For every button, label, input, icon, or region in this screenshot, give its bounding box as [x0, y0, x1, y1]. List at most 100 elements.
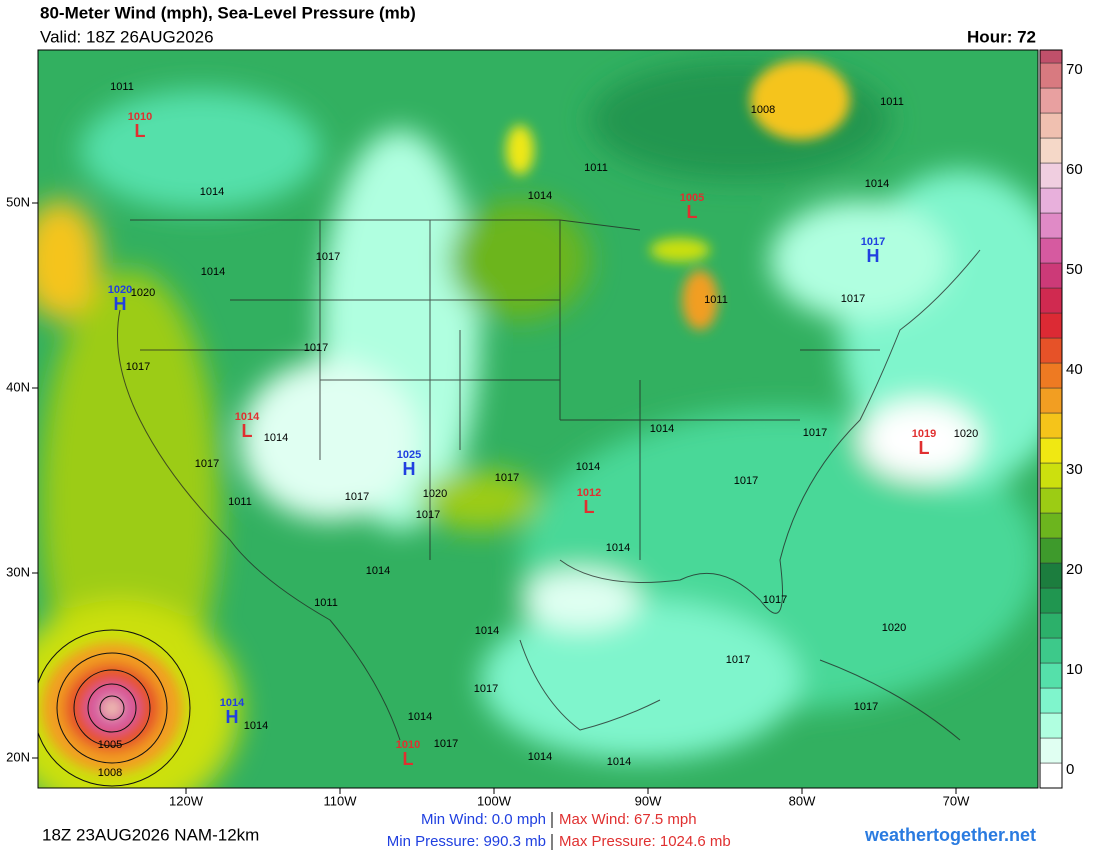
isobar-label: 1017 — [195, 458, 219, 470]
pressure-center-value: 1010 — [396, 739, 420, 751]
colorbar-swatch — [1039, 562, 1063, 589]
colorbar-swatch — [1039, 312, 1063, 339]
isobar-label: 1020 — [882, 622, 906, 634]
isobar-label: 1017 — [841, 293, 865, 305]
colorbar-swatch — [1039, 662, 1063, 689]
pressure-center-letter: L — [687, 202, 698, 222]
max-pressure: Max Pressure: 1024.6 mb — [559, 833, 731, 850]
colorbar-swatch — [1039, 337, 1063, 364]
colorbar-swatch — [1039, 212, 1063, 239]
isobar-label: 1011 — [228, 496, 252, 508]
colorbar-tick-label: 60 — [1066, 161, 1083, 178]
pressure-center-value: 1020 — [108, 284, 132, 296]
isobar-label: 1014 — [650, 423, 674, 435]
forecast-hour: Hour: 72 — [967, 27, 1036, 46]
colorbar-swatch — [1039, 112, 1063, 139]
longitude-label: 100W — [477, 793, 512, 808]
isobar-label: 1011 — [110, 81, 134, 93]
pressure-center-value: 1019 — [912, 428, 936, 440]
isobar-label: 1017 — [434, 738, 458, 750]
isobar-label: 1011 — [880, 96, 904, 108]
pressure-center-letter: H — [403, 459, 416, 479]
isobar-label: 1017 — [726, 654, 750, 666]
isobar-label: 1017 — [854, 701, 878, 713]
pressure-center-value: 1005 — [680, 192, 704, 204]
colorbar-swatch — [1039, 687, 1063, 714]
colorbar-swatch — [1039, 637, 1063, 664]
isobar-label: 1014 — [606, 542, 630, 554]
site-name: weathertogether.net — [864, 825, 1036, 845]
latitude-label: 40N — [6, 379, 30, 394]
borders — [117, 219, 981, 741]
colorbar-swatch — [1039, 362, 1063, 389]
isobar-label: 1020 — [131, 287, 155, 299]
colorbar-swatch — [1039, 237, 1063, 264]
isobar-label: 1014 — [528, 190, 552, 202]
min-pressure: Min Pressure: 990.3 mb — [387, 833, 546, 850]
isobar-label: 1020 — [423, 488, 447, 500]
colorbar-swatch — [1039, 187, 1063, 214]
isobar-label: 1014 — [244, 720, 268, 732]
isobar-label: 1005 — [98, 739, 122, 751]
colorbar-tick-label: 70 — [1066, 61, 1083, 78]
colorbar-swatch — [1039, 612, 1063, 639]
colorbar-swatch — [1039, 587, 1063, 614]
colorbar: 0 10 20 30 40 50 60 70 — [1039, 49, 1083, 789]
longitude-label: 80W — [789, 793, 816, 808]
colorbar-swatch — [1039, 537, 1063, 564]
colorbar-swatch — [1039, 437, 1063, 464]
isobar-label: 1017 — [763, 594, 787, 606]
isobar-label: 1008 — [751, 104, 775, 116]
latitude-label: 50N — [6, 194, 30, 209]
colorbar-swatch — [1039, 62, 1063, 89]
min-wind: Min Wind: 0.0 mph — [421, 811, 546, 828]
longitude-label: 90W — [635, 793, 662, 808]
isobar-label: 1014 — [528, 751, 552, 763]
isobar-label: 1014 — [200, 186, 224, 198]
colorbar-tick-label: 40 — [1066, 361, 1083, 378]
isobar-label: 1020 — [954, 428, 978, 440]
isobar-label: 1011 — [314, 597, 338, 609]
colorbar-swatch — [1039, 737, 1063, 764]
colorbar-swatch — [1039, 762, 1063, 789]
colorbar-swatch — [1039, 49, 1063, 64]
isobar-label: 1014 — [607, 756, 631, 768]
isobar-label: 1014 — [408, 711, 432, 723]
strong-wind-shading — [42, 60, 850, 773]
colorbar-swatch — [1039, 487, 1063, 514]
isobar-label: 1017 — [803, 427, 827, 439]
isobar-label: 1014 — [865, 178, 889, 190]
isobar-label: 1017 — [345, 491, 369, 503]
colorbar-tick-label: 20 — [1066, 561, 1083, 578]
isobar-label: 1014 — [475, 625, 499, 637]
colorbar-tick-label: 50 — [1066, 261, 1083, 278]
pressure-center-value: 1014 — [220, 697, 245, 709]
isobar-label: 1017 — [416, 509, 440, 521]
longitude-label: 110W — [324, 793, 358, 808]
hurricane-isobars — [38, 629, 191, 787]
colorbar-swatch — [1039, 712, 1063, 739]
colorbar-swatch — [1039, 162, 1063, 189]
isobar-label: 1017 — [316, 251, 340, 263]
map-frame — [37, 49, 1039, 789]
colorbar-tick-label: 0 — [1066, 761, 1074, 778]
pressure-center-value: 1014 — [235, 411, 260, 423]
colorbar-swatch — [1039, 137, 1063, 164]
pressure-center-letter: L — [135, 121, 146, 141]
latitude-label: 30N — [6, 564, 30, 579]
colorbar-tick-label: 30 — [1066, 461, 1083, 478]
colorbar-swatch — [1039, 387, 1063, 414]
title: 80-Meter Wind (mph), Sea-Level Pressure … — [40, 3, 416, 22]
pressure-center-letter: L — [242, 421, 253, 441]
pressure-center-value: 1012 — [577, 487, 601, 499]
isobar-label: 1017 — [734, 475, 758, 487]
latitude-label: 20N — [6, 749, 30, 764]
isobar-label: 1011 — [584, 162, 608, 174]
map-field — [38, 50, 1038, 788]
colorbar-tick-label: 10 — [1066, 661, 1083, 678]
pressure-center-value: 1025 — [397, 449, 421, 461]
colorbar-swatch — [1039, 512, 1063, 539]
isobar-label: 1017 — [304, 342, 328, 354]
